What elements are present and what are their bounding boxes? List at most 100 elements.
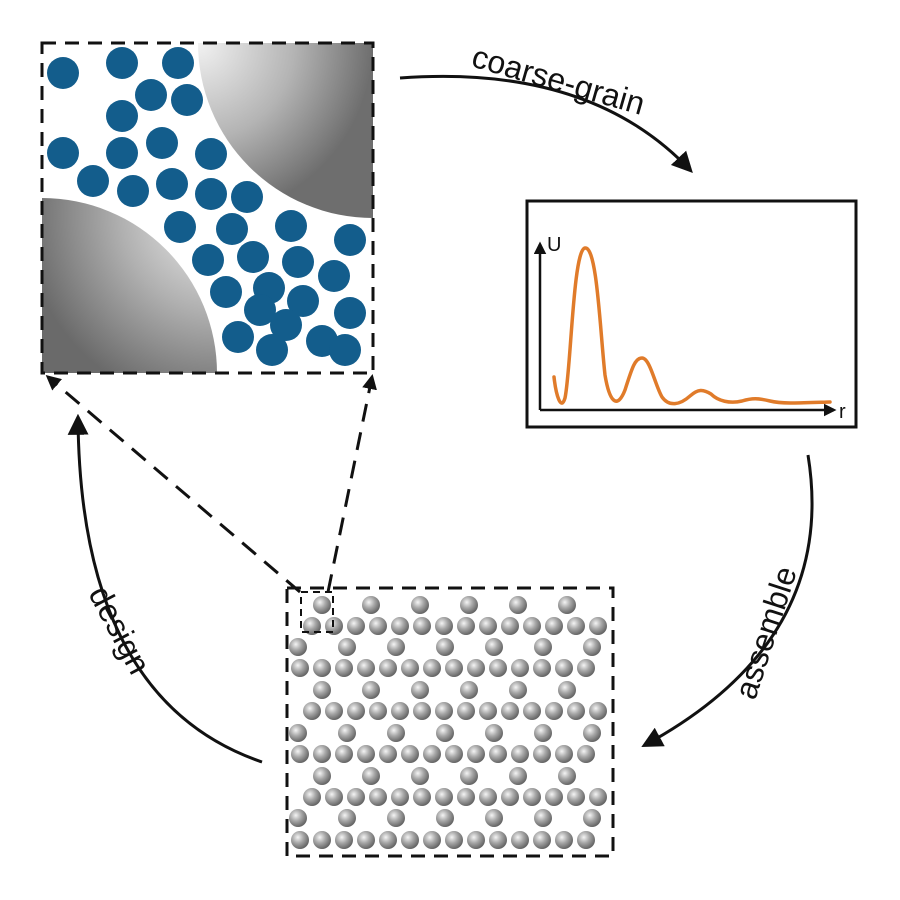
crystal-particle — [413, 702, 431, 720]
crystal-particle — [369, 702, 387, 720]
crystal-particle — [401, 831, 419, 849]
crystal-particle — [460, 596, 478, 614]
crystal-particle — [423, 745, 441, 763]
design-arrow — [67, 413, 263, 764]
crystal-particle — [338, 638, 356, 656]
small-particle — [244, 294, 276, 326]
crystal-particle — [558, 596, 576, 614]
crystal-particle — [460, 767, 478, 785]
crystal-particle — [501, 788, 519, 806]
potential-curve — [552, 246, 832, 406]
small-particle — [334, 297, 366, 329]
crystal-particle — [511, 659, 529, 677]
small-particle — [171, 84, 203, 116]
crystal-particle — [335, 745, 353, 763]
crystal-particle — [577, 831, 595, 849]
crystal-particle — [533, 745, 551, 763]
crystal-particle — [583, 809, 601, 827]
crystal-particle — [489, 659, 507, 677]
crystal-particle — [558, 681, 576, 699]
crystal-particle — [338, 809, 356, 827]
crystal-particle — [313, 745, 331, 763]
crystal-particle — [347, 702, 365, 720]
crystal-particle — [313, 596, 331, 614]
crystal-particle — [479, 617, 497, 635]
crystal-particle — [391, 702, 409, 720]
crystal-particle — [558, 767, 576, 785]
crystal-particle — [567, 617, 585, 635]
crystal-particle — [501, 617, 519, 635]
small-particle — [164, 211, 196, 243]
crystal-particle — [534, 724, 552, 742]
crystal-particle — [509, 681, 527, 699]
crystal-particle — [523, 617, 541, 635]
crystal-particle — [523, 788, 541, 806]
crystal-particle — [289, 809, 307, 827]
crystal-particle — [387, 809, 405, 827]
crystal-particle — [567, 788, 585, 806]
small-particle — [270, 309, 302, 341]
crystal-particle — [325, 702, 343, 720]
crystal-particle — [289, 724, 307, 742]
crystal-particle — [533, 831, 551, 849]
crystal-particle — [303, 702, 321, 720]
crystal-particle — [391, 617, 409, 635]
crystal-particle — [291, 745, 309, 763]
crystal-particle — [325, 788, 343, 806]
crystal-particle — [435, 788, 453, 806]
small-particle — [334, 224, 366, 256]
crystal-particle — [577, 659, 595, 677]
small-particle — [156, 168, 188, 200]
crystal-particle — [545, 617, 563, 635]
crystal-particle — [511, 745, 529, 763]
crystal-particle — [457, 788, 475, 806]
zoom-panel — [40, 41, 375, 375]
crystal-particle — [509, 767, 527, 785]
small-particle — [275, 210, 307, 242]
crystal-particle-group — [289, 596, 607, 849]
crystal-particle — [457, 702, 475, 720]
crystal-particle — [313, 831, 331, 849]
crystal-particle — [411, 767, 429, 785]
crystal-particle — [338, 724, 356, 742]
crystal-particle — [313, 659, 331, 677]
small-particle — [287, 285, 319, 317]
crystal-particle — [467, 831, 485, 849]
large-colloid-top-right — [198, 43, 373, 218]
small-particle — [216, 213, 248, 245]
crystal-particle — [489, 831, 507, 849]
small-particle — [256, 334, 288, 366]
crystal-particle — [291, 659, 309, 677]
crystal-particle — [533, 659, 551, 677]
crystal-particle — [479, 702, 497, 720]
small-particle — [231, 181, 263, 213]
crystal-particle — [357, 745, 375, 763]
crystal-particle — [545, 788, 563, 806]
crystal-particle — [523, 702, 541, 720]
plot-frame — [525, 199, 858, 429]
zoom-connector-left — [45, 375, 301, 594]
crystal-particle — [445, 831, 463, 849]
small-particle — [106, 137, 138, 169]
design-label: design — [82, 580, 158, 680]
crystal-particle — [413, 788, 431, 806]
crystal-particle — [313, 681, 331, 699]
crystal-particle — [485, 638, 503, 656]
crystal-particle — [555, 659, 573, 677]
small-particle — [106, 47, 138, 79]
crystal-particle — [445, 659, 463, 677]
crystal-particle — [401, 659, 419, 677]
crystal-particle — [509, 596, 527, 614]
coarse-grain-arrow — [399, 74, 693, 174]
crystal-particle — [387, 638, 405, 656]
crystal-particle — [289, 638, 307, 656]
small-particle — [77, 165, 109, 197]
small-particle — [106, 100, 138, 132]
crystal-particle — [335, 831, 353, 849]
crystal-particle — [387, 724, 405, 742]
crystal-particle — [479, 788, 497, 806]
crystal-particle — [583, 638, 601, 656]
crystal-panel — [285, 586, 615, 858]
crystal-particle — [589, 617, 607, 635]
small-particle — [222, 321, 254, 353]
